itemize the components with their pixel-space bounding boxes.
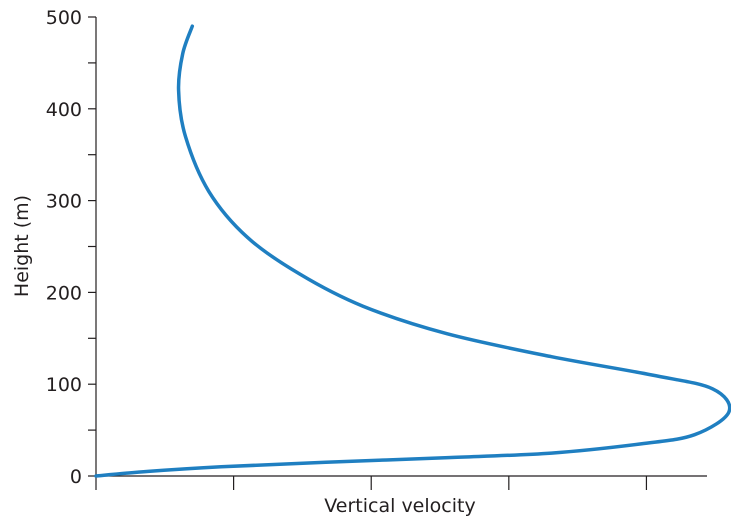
y-tick-label: 500 (46, 7, 82, 29)
y-tick-label: 100 (46, 374, 82, 396)
x-axis-title: Vertical velocity (324, 495, 475, 517)
y-tick-label: 0 (70, 466, 82, 488)
y-axis-title: Height (m) (11, 195, 33, 297)
y-tick-label: 300 (46, 191, 82, 213)
y-tick-label: 400 (46, 99, 82, 121)
y-tick-label: 200 (46, 282, 82, 304)
x-axis-ticks (95, 476, 648, 490)
y-axis-ticks: 0 100 200 300 400 500 (46, 7, 96, 488)
velocity-profile-line (94, 24, 731, 478)
